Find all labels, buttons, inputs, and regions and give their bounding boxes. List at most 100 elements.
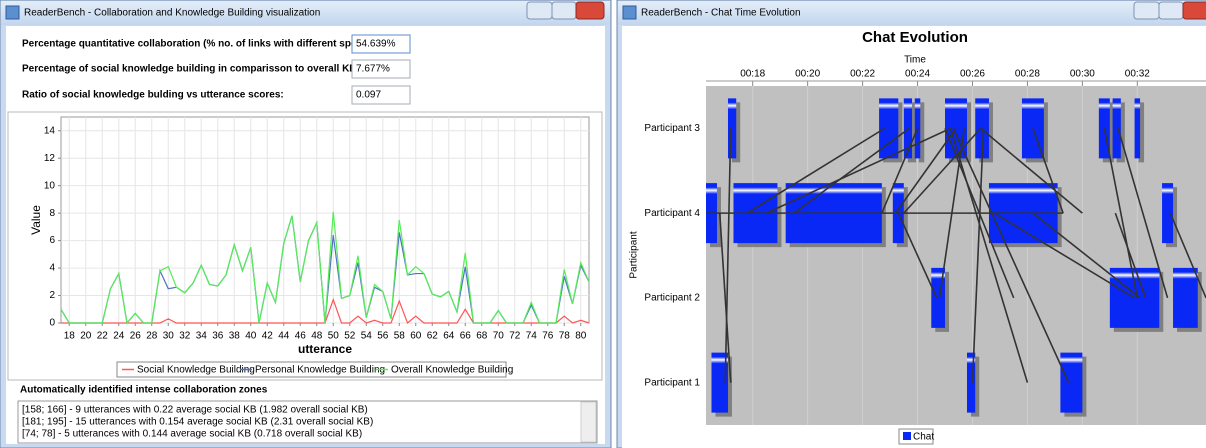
maximize-button[interactable] <box>551 1 577 20</box>
minimize-button[interactable] <box>526 1 553 20</box>
x-tick-label: 20 <box>80 331 92 342</box>
app-icon <box>5 5 20 20</box>
block-shadow <box>1138 102 1145 163</box>
x-tick-label: 38 <box>229 331 241 342</box>
y-tick-label: 2 <box>49 290 55 301</box>
window-title: ReaderBench - Collaboration and Knowledg… <box>24 8 320 19</box>
x-tick-label: 46 <box>295 331 307 342</box>
link <box>903 127 982 214</box>
link <box>894 127 957 214</box>
x-tick-label: 74 <box>526 331 538 342</box>
x-tick-label: 58 <box>394 331 406 342</box>
block <box>1173 267 1198 328</box>
text-field[interactable] <box>351 59 411 79</box>
link <box>971 128 985 383</box>
x-tick-label: 76 <box>542 331 554 342</box>
link <box>1032 128 1064 214</box>
y-tick-label: Participant 2 <box>644 293 700 304</box>
x-tick-label: 68 <box>476 331 488 342</box>
link <box>1169 212 1206 299</box>
link <box>881 128 919 214</box>
link <box>938 128 966 298</box>
x-axis-label: utterance <box>298 342 352 356</box>
block <box>975 98 989 159</box>
x-tick-label: 28 <box>146 331 158 342</box>
x-tick-label: 00:30 <box>1070 69 1095 80</box>
x-tick-label: 22 <box>97 331 109 342</box>
chart-title: Chat Evolution <box>862 29 968 46</box>
x-tick-label: 40 <box>245 331 257 342</box>
app-icon <box>622 5 637 20</box>
link <box>1032 212 1141 299</box>
legend <box>116 361 507 378</box>
block <box>879 98 899 159</box>
y-tick-label: Participant 3 <box>644 123 700 134</box>
x-tick-label: 72 <box>509 331 521 342</box>
legend-label: Personal Knowledge Building <box>255 365 385 376</box>
text-field[interactable] <box>351 85 411 105</box>
block <box>903 98 913 159</box>
x-tick-label: 00:32 <box>1125 69 1150 80</box>
title-bar <box>618 1 1206 25</box>
zones-list[interactable] <box>17 400 598 444</box>
block-shadow <box>918 102 925 163</box>
block <box>711 352 728 413</box>
x-tick-label: 44 <box>278 331 290 342</box>
x-tick-label: 60 <box>410 331 422 342</box>
block <box>1134 98 1141 159</box>
minimize-button[interactable] <box>1133 1 1160 20</box>
window-title: ReaderBench - Chat Time Evolution <box>641 8 801 19</box>
y-axis-label: Participant <box>629 231 640 278</box>
x-tick-label: 00:20 <box>795 69 820 80</box>
x-tick-label: 78 <box>559 331 571 342</box>
y-tick-label: 4 <box>49 263 55 274</box>
y-tick-label: 14 <box>44 125 56 136</box>
field-value: 54.639% <box>356 39 396 50</box>
y-tick-label: Participant 1 <box>644 377 700 388</box>
block <box>1112 98 1121 159</box>
field-label: Percentage quantitative collaboration (%… <box>22 39 389 50</box>
scrollbar[interactable] <box>580 401 597 443</box>
legend-label: Chat <box>913 432 934 443</box>
legend-label: Social Knowledge Building <box>137 365 255 376</box>
maximize-button[interactable] <box>1158 1 1184 20</box>
x-tick-label: 00:26 <box>960 69 985 80</box>
link <box>766 127 951 214</box>
close-button[interactable] <box>1182 1 1206 20</box>
link <box>897 212 938 299</box>
link <box>952 128 1070 383</box>
link <box>949 128 1029 383</box>
x-tick-label: 70 <box>493 331 505 342</box>
link <box>1114 212 1147 299</box>
text-field[interactable] <box>351 34 411 54</box>
x-tick-label: 00:24 <box>905 69 930 80</box>
legend-swatch <box>903 432 911 440</box>
x-tick-label: 64 <box>443 331 455 342</box>
y-tick-label: 6 <box>49 235 55 246</box>
y-tick-label: 8 <box>49 208 55 219</box>
plot-area <box>60 116 590 324</box>
series-line <box>60 211 590 325</box>
field-value: 0.097 <box>356 90 381 101</box>
x-tick-label: 00:28 <box>1015 69 1040 80</box>
x-tick-label: 30 <box>163 331 175 342</box>
y-tick-label: 12 <box>44 153 56 164</box>
x-tick-label: 24 <box>113 331 125 342</box>
x-tick-label: 36 <box>212 331 224 342</box>
x-tick-label: 32 <box>179 331 191 342</box>
block <box>1162 183 1174 244</box>
close-button[interactable] <box>575 1 605 20</box>
link <box>718 213 732 383</box>
x-axis-label: Time <box>904 55 926 66</box>
x-tick-label: 56 <box>377 331 389 342</box>
x-tick-label: 62 <box>427 331 439 342</box>
block <box>1109 267 1160 328</box>
block <box>1060 352 1083 413</box>
legend-label: Overall Knowledge Building <box>391 365 513 376</box>
x-tick-label: 52 <box>344 331 356 342</box>
y-axis-label: Value <box>29 205 43 235</box>
x-tick-label: 18 <box>64 331 76 342</box>
zone-entry: [181; 195] - 15 utterances with 0.154 av… <box>22 417 373 428</box>
x-tick-label: 80 <box>575 331 587 342</box>
